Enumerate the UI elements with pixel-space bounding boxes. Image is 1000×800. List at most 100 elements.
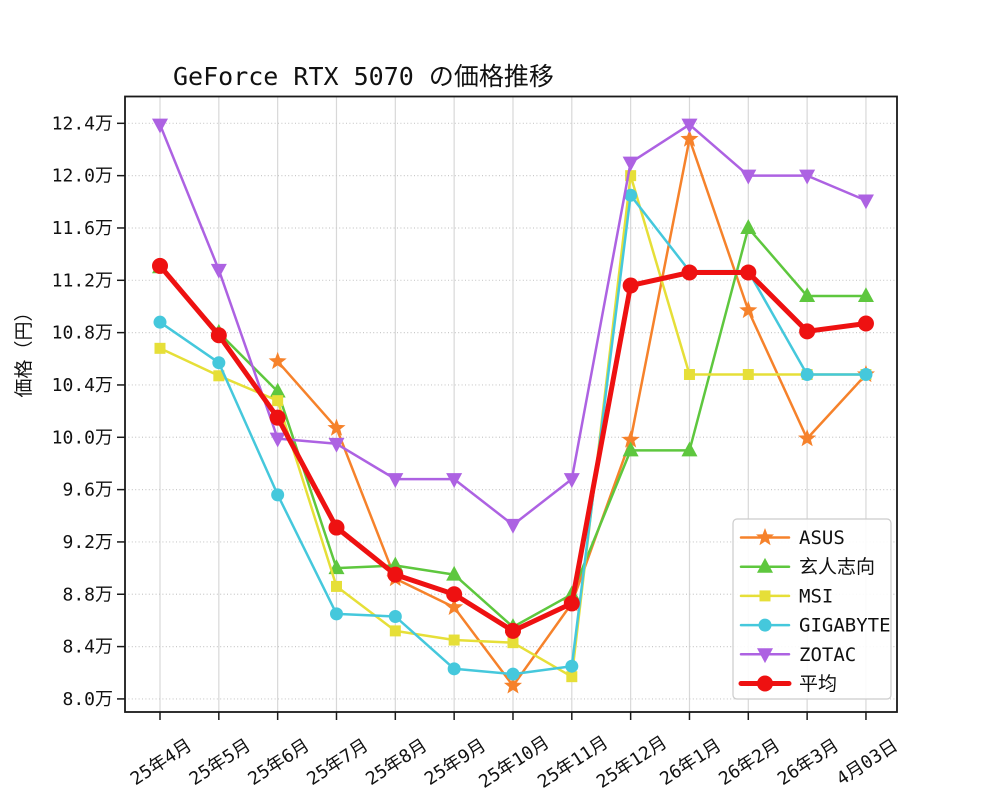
data-point-0-10	[739, 300, 758, 319]
legend-label-0: ASUS	[799, 527, 845, 549]
data-point-3-2	[271, 488, 285, 502]
data-point-3-12	[859, 367, 873, 381]
legend-label-5: 平均	[799, 673, 837, 695]
legend-label-4: ZOTAC	[799, 644, 856, 666]
data-point-4-3	[328, 437, 345, 453]
data-point-2-7	[566, 671, 578, 683]
data-point-4-7	[563, 473, 580, 488]
y-tick-label: 11.6万	[52, 218, 113, 239]
data-point-5-1	[210, 327, 227, 344]
legend: ASUS 玄人志向 MSI GIGABYTE ZOTAC 平均	[732, 518, 892, 700]
legend-label-1: 玄人志向	[799, 556, 875, 578]
data-point-5-4	[387, 566, 404, 583]
data-point-2-2	[272, 395, 284, 407]
data-point-5-11	[799, 323, 816, 340]
data-point-4-4	[387, 473, 404, 488]
legend-marker-0	[755, 528, 775, 546]
series-5	[152, 257, 874, 639]
data-point-2-3	[330, 580, 342, 592]
y-tick-label: 11.2万	[52, 270, 113, 291]
legend-entry-0: ASUS	[739, 527, 845, 549]
data-point-0-9	[680, 129, 699, 147]
y-tick-label: 12.4万	[52, 113, 113, 134]
data-point-1-11	[799, 287, 816, 302]
data-point-4-1	[210, 263, 227, 279]
y-tick-label: 12.0万	[52, 166, 113, 187]
data-point-4-9	[681, 118, 698, 134]
legend-entry-4: ZOTAC	[739, 644, 856, 666]
legend-marker-1	[757, 557, 773, 573]
legend-marker-5	[757, 675, 773, 692]
data-point-2-10	[742, 368, 754, 380]
data-point-5-6	[504, 622, 521, 639]
chart-title: GeForce RTX 5070 の価格推移	[173, 62, 554, 91]
series-layer	[152, 118, 875, 694]
data-point-5-10	[740, 264, 757, 281]
data-point-5-7	[563, 595, 580, 612]
series-4	[152, 118, 874, 534]
data-point-3-5	[447, 662, 461, 676]
data-point-4-8	[622, 156, 639, 172]
legend-entry-5: 平均	[738, 673, 837, 695]
legend-entry-1: 玄人志向	[739, 556, 875, 578]
data-point-4-6	[504, 518, 521, 534]
data-point-5-5	[446, 586, 463, 603]
data-point-5-12	[857, 315, 874, 332]
data-point-3-11	[800, 367, 814, 381]
data-point-1-8	[622, 441, 639, 457]
data-point-3-3	[329, 607, 343, 621]
data-point-1-10	[740, 219, 757, 234]
data-point-2-5	[448, 634, 460, 646]
data-point-4-12	[857, 194, 874, 210]
y-tick-label: 9.2万	[62, 532, 113, 553]
legend-marker-3	[758, 618, 772, 632]
data-point-3-1	[212, 356, 226, 370]
data-point-1-12	[857, 287, 874, 302]
data-point-2-6	[507, 637, 519, 649]
data-point-1-5	[446, 565, 463, 581]
series-3	[153, 188, 873, 681]
data-point-5-9	[681, 264, 698, 281]
legend-label-2: MSI	[799, 585, 833, 607]
data-point-5-8	[622, 277, 639, 294]
y-tick-label: 10.8万	[52, 323, 113, 344]
data-point-2-0	[154, 342, 166, 354]
legend-label-3: GIGABYTE	[799, 615, 891, 637]
legend-entry-3: GIGABYTE	[739, 615, 891, 637]
data-point-3-7	[565, 659, 579, 673]
data-point-0-11	[798, 429, 817, 447]
y-tick-label: 10.4万	[52, 375, 113, 396]
y-tick-label: 8.4万	[62, 637, 113, 658]
data-point-0-5	[445, 597, 464, 616]
data-point-2-9	[683, 368, 695, 380]
data-point-2-4	[389, 625, 401, 637]
data-point-2-8	[625, 170, 637, 182]
data-point-3-0	[153, 315, 167, 329]
y-tick-label: 8.8万	[62, 584, 113, 605]
y-axis-label: 価格（円）	[13, 302, 35, 397]
data-point-3-6	[506, 667, 520, 681]
data-point-4-2	[269, 432, 286, 448]
plot-border	[124, 95, 898, 713]
data-point-4-0	[152, 118, 168, 134]
data-point-5-2	[269, 409, 286, 426]
data-point-2-1	[213, 370, 225, 382]
data-point-0-8	[621, 430, 640, 448]
legend-marker-4	[757, 648, 773, 664]
data-point-0-6	[503, 676, 523, 694]
data-point-5-0	[152, 257, 168, 274]
y-tick-label: 9.6万	[62, 480, 113, 501]
legend-entry-2: MSI	[739, 585, 833, 607]
data-point-0-3	[327, 418, 346, 436]
data-point-3-4	[388, 610, 402, 624]
data-point-1-9	[681, 441, 698, 457]
data-point-0-2	[268, 351, 287, 370]
legend-marker-2	[759, 590, 771, 602]
data-point-5-3	[328, 519, 345, 536]
y-tick-label: 10.0万	[52, 427, 113, 448]
data-point-4-11	[799, 169, 816, 185]
data-point-3-8	[624, 188, 638, 202]
data-point-4-10	[740, 169, 757, 185]
